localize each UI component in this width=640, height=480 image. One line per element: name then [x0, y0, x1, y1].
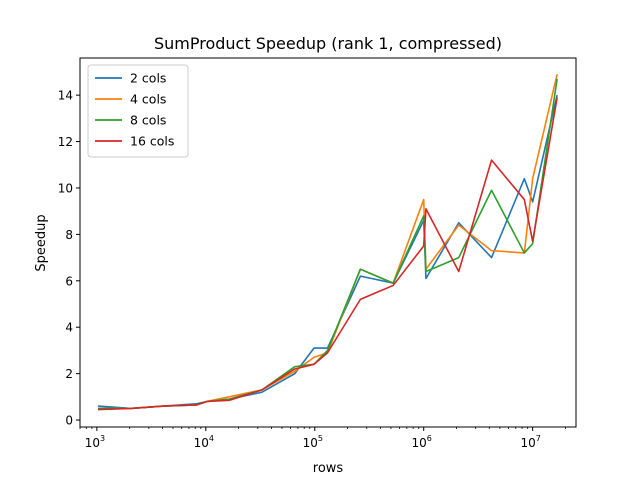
series-line-2-cols [97, 94, 558, 410]
x-tick-label-base: 10 [412, 436, 427, 450]
y-axis-label: Speedup [34, 214, 49, 271]
x-tick-label: 106 [412, 434, 432, 450]
y-tick-label: 0 [65, 414, 73, 428]
chart-title: SumProduct Speedup (rank 1, compressed) [154, 34, 502, 53]
legend-label: 4 cols [130, 92, 166, 107]
x-tick-label-base: 10 [194, 436, 209, 450]
legend-label: 2 cols [130, 71, 166, 86]
x-tick-label: 104 [194, 434, 214, 450]
x-tick-label-base: 10 [520, 436, 535, 450]
y-tick-label: 10 [58, 181, 73, 195]
legend: 2 cols 4 cols 8 cols 16 cols [87, 64, 189, 158]
y-tick-label: 12 [58, 135, 73, 149]
x-tick-label-exponent: 3 [100, 434, 105, 443]
y-tick-label: 14 [58, 89, 73, 103]
legend-label: 8 cols [130, 113, 166, 128]
x-tick-label: 105 [303, 434, 323, 450]
y-tick-label: 8 [65, 228, 73, 242]
legend-box [87, 64, 189, 158]
x-tick-label-base: 10 [85, 436, 100, 450]
x-tick-label-exponent: 6 [427, 434, 432, 443]
x-axis-label: rows [313, 461, 344, 476]
y-tick-label: 4 [65, 321, 73, 335]
y-tick-label: 2 [65, 367, 73, 381]
series-line-16-cols [97, 97, 558, 411]
x-tick-label-exponent: 5 [318, 434, 323, 443]
x-tick-label: 103 [85, 434, 105, 450]
x-tick-label-exponent: 7 [536, 434, 541, 443]
x-tick-label: 107 [520, 434, 540, 450]
plot-frame [79, 57, 577, 428]
x-tick-label-base: 10 [303, 436, 318, 450]
x-tick-label-exponent: 4 [209, 434, 214, 443]
legend-label: 16 cols [130, 134, 174, 149]
y-tick-label: 6 [65, 274, 73, 288]
